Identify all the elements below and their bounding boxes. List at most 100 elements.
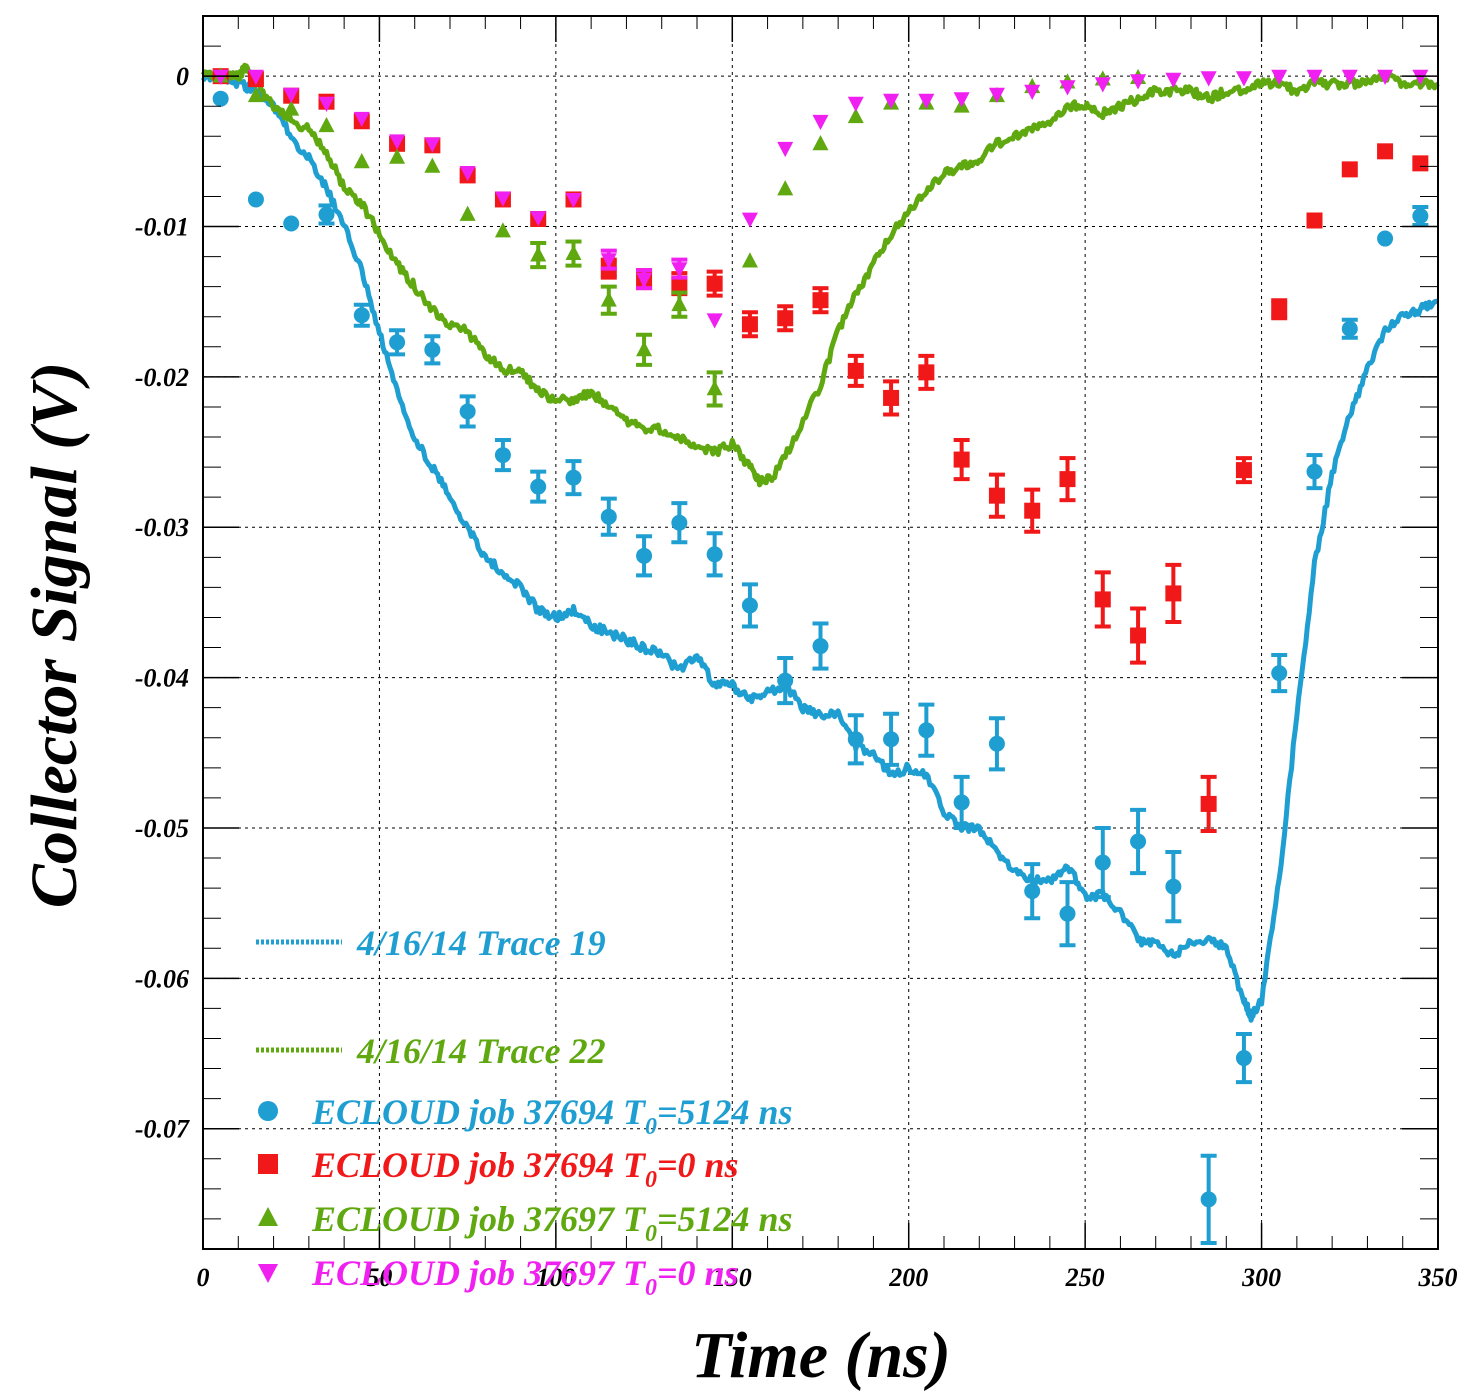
data-point (565, 244, 582, 260)
data-point (883, 389, 900, 406)
data-point (600, 291, 617, 307)
y-tick-label: -0.04 (135, 664, 189, 693)
data-point (247, 191, 264, 208)
data-point (1341, 320, 1358, 337)
data-point (1235, 71, 1252, 87)
data-point (1412, 207, 1429, 224)
data-point (353, 153, 370, 169)
data-point (777, 141, 794, 158)
x-tick-label: 350 (1418, 1263, 1458, 1292)
data-point (494, 222, 511, 238)
y-tick-label: 0 (176, 62, 189, 91)
data-point (812, 292, 829, 309)
data-point (1024, 883, 1041, 900)
legend-label: ECLOUD job 37697 T0=0 ns (311, 1253, 739, 1301)
data-point (212, 69, 229, 85)
x-tick-label: 200 (888, 1263, 928, 1292)
data-point (283, 100, 300, 116)
x-tick-label: 100 (536, 1263, 575, 1292)
data-point (530, 478, 547, 495)
data-point (530, 246, 547, 262)
data-point (1271, 301, 1288, 318)
data-point (424, 341, 441, 358)
trace-line-1 (200, 69, 1439, 1023)
data-point (318, 206, 335, 223)
data-point (565, 193, 582, 209)
data-point (1306, 463, 1323, 480)
data-point (1165, 72, 1182, 88)
data-point (283, 87, 300, 103)
data-point (459, 205, 476, 221)
data-point (741, 597, 758, 614)
legend-label: 4/16/14 Trace 19 (356, 923, 606, 963)
legend-label: 4/16/14 Trace 22 (356, 1031, 606, 1071)
data-point (1377, 143, 1394, 160)
data-point (1271, 665, 1288, 682)
y-tick-label: -0.06 (135, 964, 189, 993)
data-point (988, 735, 1005, 752)
legend-marker (258, 1154, 278, 1174)
data-point (847, 731, 864, 748)
data-point (1235, 1050, 1252, 1067)
data-point (1341, 69, 1358, 85)
x-tick-label: 250 (1065, 1263, 1105, 1292)
tick-labels: 0 50 100 150 200 250 300 350 0 -0.01 -0.02 -0.03 -0.… (135, 62, 1458, 1292)
data-point (600, 253, 617, 269)
y-tick-label: -0.01 (135, 213, 189, 242)
data-point (777, 310, 794, 327)
data-point (636, 272, 653, 288)
data-point (1059, 471, 1076, 488)
data-point (671, 514, 688, 531)
data-point (212, 90, 229, 107)
data-point (389, 148, 406, 164)
data-point (988, 487, 1005, 504)
data-point (459, 165, 476, 182)
data-point (1059, 80, 1076, 96)
data-point (353, 307, 370, 324)
data-point (389, 334, 406, 351)
legend: 4/16/14 Trace 19 4/16/14 Trace 22 ECLOUD j… (256, 923, 793, 1301)
data-point (530, 211, 547, 227)
y-tick-label: -0.07 (135, 1115, 190, 1144)
y-tick-label: -0.05 (135, 814, 189, 843)
data-point (777, 672, 794, 689)
grid-lines (203, 16, 1438, 1249)
data-point (741, 212, 758, 228)
data-point (459, 403, 476, 420)
x-axis-label: Time (ns) (691, 1319, 951, 1392)
data-point (671, 262, 688, 278)
data-point (1165, 585, 1182, 602)
data-point (918, 93, 935, 110)
trace-curves (200, 62, 1440, 1023)
data-point (1200, 71, 1217, 87)
data-point (1094, 854, 1111, 871)
data-point (918, 722, 935, 739)
data-point (389, 134, 406, 150)
data-point (1412, 155, 1429, 172)
data-point (847, 362, 864, 379)
data-point (424, 137, 441, 153)
data-point (883, 731, 900, 748)
data-point (1377, 69, 1394, 85)
plot-frame (202, 15, 1439, 1250)
data-point (1094, 591, 1111, 608)
x-tick-label: 50 (366, 1263, 392, 1292)
data-point (1412, 69, 1429, 85)
data-point (706, 275, 723, 292)
data-point (1094, 77, 1111, 93)
data-point (247, 69, 264, 85)
y-axis-label: Collector Signal (V) (18, 362, 91, 908)
data-point (1377, 230, 1394, 247)
data-point (706, 380, 723, 396)
data-point (953, 794, 970, 811)
data-point (1271, 69, 1288, 85)
data-point (1024, 502, 1041, 519)
data-point (1165, 878, 1182, 895)
data-point (777, 180, 794, 196)
data-point (812, 638, 829, 655)
data-point (706, 546, 723, 563)
data-point (247, 86, 264, 103)
data-point (1200, 795, 1217, 812)
x-tick-label: 300 (1241, 1263, 1281, 1292)
data-point (671, 295, 688, 312)
